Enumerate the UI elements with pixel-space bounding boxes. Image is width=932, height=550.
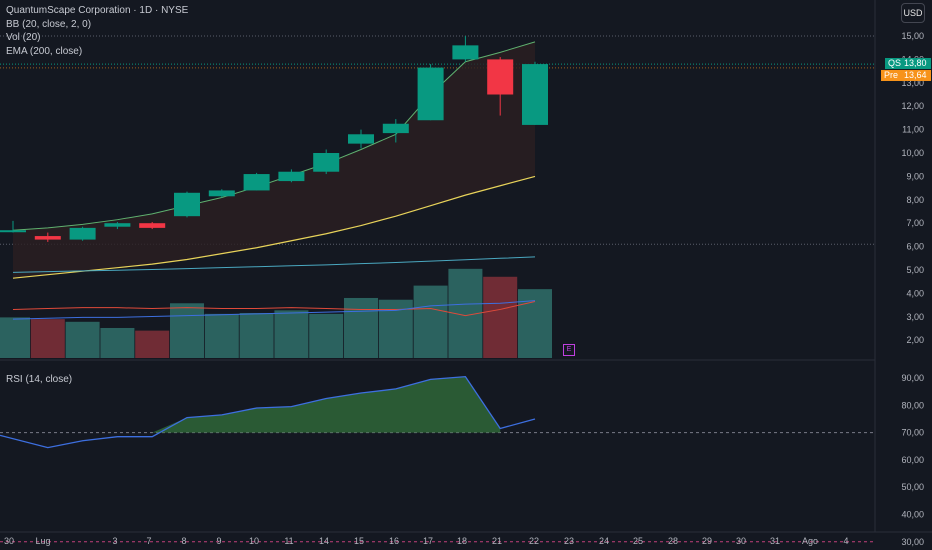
volume-bars bbox=[0, 268, 552, 358]
time-axis-tick: 11 bbox=[284, 536, 293, 546]
price-axis-tick: 9,00 bbox=[906, 171, 924, 181]
time-axis-tick: 31 bbox=[770, 536, 780, 546]
earnings-event-marker[interactable]: E bbox=[563, 344, 575, 356]
time-axis-tick: Ago bbox=[802, 536, 818, 546]
time-axis-tick: 7 bbox=[146, 536, 151, 546]
pre-market-label: Pre bbox=[881, 70, 906, 81]
time-axis-tick: 22 bbox=[529, 536, 539, 546]
rsi-axis-tick: 80,00 bbox=[901, 400, 924, 410]
volume-bar bbox=[239, 312, 274, 358]
volume-bar bbox=[0, 317, 30, 358]
last-price-value: 13,80 bbox=[901, 58, 931, 69]
price-axis-tick: 12,00 bbox=[901, 101, 924, 111]
candle-body bbox=[348, 134, 374, 144]
price-axis-tick: 7,00 bbox=[906, 218, 924, 228]
bb-band-fill bbox=[13, 41, 535, 279]
time-axis-tick: 3 bbox=[112, 536, 117, 546]
candle-body bbox=[382, 123, 409, 134]
volume-bar bbox=[204, 313, 239, 358]
rsi-axis-tick: 60,00 bbox=[901, 455, 924, 465]
rsi-axis-tick: 40,00 bbox=[901, 510, 924, 520]
volume-bar bbox=[30, 319, 65, 358]
legend-vol[interactable]: Vol (20) bbox=[6, 32, 41, 43]
price-axis-tick: 13,00 bbox=[901, 78, 924, 88]
candle-body bbox=[139, 223, 166, 228]
candle-body bbox=[243, 174, 270, 191]
ema200-line bbox=[12, 256, 536, 273]
volume-bar bbox=[100, 327, 135, 358]
candle-body bbox=[69, 227, 96, 240]
volume-bar bbox=[274, 310, 309, 358]
volume-ma2-line bbox=[12, 300, 536, 320]
time-axis-tick: 4 bbox=[843, 536, 848, 546]
time-axis-tick: Lug bbox=[35, 536, 50, 546]
time-axis-tick: 8 bbox=[181, 536, 186, 546]
price-axis-tick: 6,00 bbox=[906, 242, 924, 252]
candle-body bbox=[34, 236, 61, 240]
legend-ema[interactable]: EMA (200, close) bbox=[6, 45, 83, 57]
price-axis-tick: 3,00 bbox=[906, 312, 924, 322]
candle-body bbox=[278, 171, 305, 182]
rsi-overbought-fill bbox=[152, 376, 501, 433]
time-axis-tick: 16 bbox=[389, 536, 399, 546]
candle-body bbox=[313, 153, 340, 172]
time-axis-tick: 30 bbox=[4, 536, 14, 546]
currency-button[interactable]: USD bbox=[901, 3, 925, 23]
legend: QuantumScape Corporation · 1D · NYSE BB … bbox=[6, 4, 188, 58]
indicator-lines bbox=[0, 35, 875, 320]
price-axis-tick: 8,00 bbox=[906, 195, 924, 205]
rsi-line bbox=[0, 375, 536, 449]
time-axis-tick: 29 bbox=[702, 536, 712, 546]
time-axis-tick: 10 bbox=[249, 536, 259, 546]
candle-body bbox=[452, 45, 479, 60]
rsi-axis-tick: 30,00 bbox=[901, 537, 924, 547]
volume-bar bbox=[65, 321, 100, 358]
candles bbox=[0, 36, 548, 242]
volume-bar bbox=[309, 313, 344, 358]
time-axis-tick: 9 bbox=[216, 536, 221, 546]
pre-market-value: 13,64 bbox=[901, 70, 931, 81]
price-axis-tick: 10,00 bbox=[901, 148, 924, 158]
price-axis-tick: 11,00 bbox=[902, 125, 924, 135]
time-axis-tick: 14 bbox=[319, 536, 329, 546]
price-axis-tick: 5,00 bbox=[906, 265, 924, 275]
time-axis-tick: 25 bbox=[633, 536, 643, 546]
bb-upper-line bbox=[12, 41, 536, 231]
price-axis-tick: 4,00 bbox=[906, 288, 924, 298]
time-axis-tick: 18 bbox=[457, 536, 467, 546]
candle-body bbox=[522, 64, 548, 125]
rsi-axis-tick: 90,00 bbox=[901, 373, 924, 383]
last-price-label: QS bbox=[885, 58, 906, 69]
time-axis-tick: 24 bbox=[599, 536, 609, 546]
ema-line bbox=[12, 175, 536, 279]
time-axis-tick: 30 bbox=[736, 536, 746, 546]
candle-body bbox=[0, 230, 26, 233]
time-axis-tick: 17 bbox=[423, 536, 433, 546]
price-axis-tick: 15,00 bbox=[901, 31, 924, 41]
time-axis-tick: 15 bbox=[354, 536, 364, 546]
time-axis-tick: 28 bbox=[668, 536, 678, 546]
rsi-axis-tick: 70,00 bbox=[901, 428, 924, 438]
volume-bar bbox=[483, 276, 518, 358]
time-axis-tick: 21 bbox=[492, 536, 502, 546]
legend-bb[interactable]: BB (20, close, 2, 0) bbox=[6, 18, 92, 30]
rsi-axis-tick: 50,00 bbox=[901, 482, 924, 492]
candle-body bbox=[104, 223, 131, 227]
chart-title: QuantumScape Corporation · 1D · NYSE bbox=[6, 5, 189, 16]
volume-bar bbox=[518, 289, 552, 358]
rsi-pane bbox=[0, 375, 875, 543]
legend-rsi[interactable]: RSI (14, close) bbox=[6, 374, 73, 385]
volume-bar bbox=[135, 330, 170, 358]
volume-ma-line bbox=[12, 301, 536, 317]
candle-body bbox=[208, 190, 235, 197]
candle-body bbox=[417, 67, 444, 121]
time-axis-tick: 23 bbox=[564, 536, 574, 546]
candle-body bbox=[174, 192, 200, 217]
volume-bar bbox=[413, 285, 448, 358]
volume-bar bbox=[344, 297, 378, 358]
volume-bar bbox=[170, 303, 204, 358]
candle-body bbox=[487, 59, 514, 95]
price-axis-tick: 2,00 bbox=[906, 335, 924, 345]
